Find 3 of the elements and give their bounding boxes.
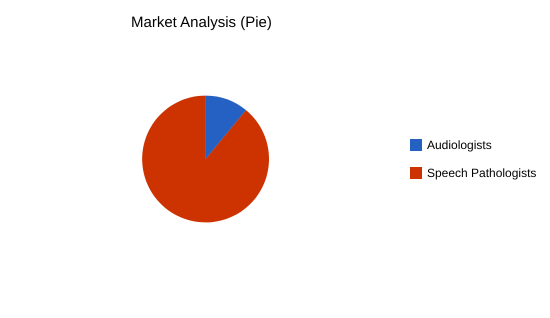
legend-label: Speech Pathologists [427,166,536,180]
chart-title: Market Analysis (Pie) [131,14,272,31]
legend-label: Audiologists [427,138,492,152]
